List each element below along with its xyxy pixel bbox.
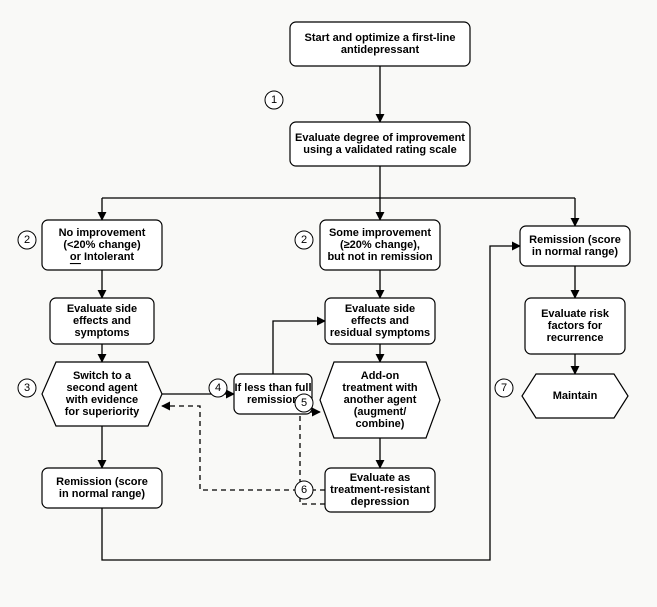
node-no_improve-line2: or Intolerant <box>70 251 135 263</box>
node-eval_side_l-line0: Evaluate side <box>67 303 137 315</box>
node-start: Start and optimize a first-lineantidepre… <box>290 22 470 66</box>
node-eval_side_m-line1: effects and <box>351 315 409 327</box>
node-addon-line1: treatment with <box>342 382 417 394</box>
node-remission_r-line1: in normal range) <box>532 246 619 258</box>
node-eval_side_m: Evaluate sideeffects andresidual symptom… <box>325 298 435 344</box>
step-circle-3-label: 3 <box>24 382 30 394</box>
node-less_full-line1: remission <box>247 394 299 406</box>
node-eval_risk-line1: factors for <box>548 320 603 332</box>
node-no_improve-line1: (<20% change) <box>63 239 141 251</box>
node-switch-line2: with evidence <box>65 394 138 406</box>
node-eval_trd-line2: depression <box>351 496 410 508</box>
node-addon-line3: (augment/ <box>354 406 407 418</box>
node-addon-line2: another agent <box>344 394 417 406</box>
step-circle-2: 2 <box>18 231 36 249</box>
step-circle-2: 2 <box>295 231 313 249</box>
node-remission_l-line0: Remission (score <box>56 476 148 488</box>
node-switch: Switch to asecond agentwith evidencefor … <box>42 362 162 426</box>
node-eval_side_m-line2: residual symptoms <box>330 327 430 339</box>
step-circle-2-label: 2 <box>24 234 30 246</box>
step-circle-1-label: 1 <box>271 94 277 106</box>
node-eval_risk-line0: Evaluate risk <box>541 308 610 320</box>
node-some_improve: Some improvement(≥20% change),but not in… <box>320 220 440 270</box>
step-circle-5: 5 <box>295 394 313 412</box>
step-circle-5-label: 5 <box>301 397 307 409</box>
step-circle-6: 6 <box>295 481 313 499</box>
node-eval_trd: Evaluate astreatment-resistantdepression <box>325 468 435 512</box>
node-start-line1: antidepressant <box>341 44 420 56</box>
node-switch-line1: second agent <box>67 382 138 394</box>
node-start-line0: Start and optimize a first-line <box>305 32 456 44</box>
node-evaluate-line0: Evaluate degree of improvement <box>295 132 465 144</box>
node-evaluate-line1: using a validated rating scale <box>303 144 456 156</box>
node-eval_risk-line2: recurrence <box>547 332 604 344</box>
step-circle-4: 4 <box>209 379 227 397</box>
node-no_improve: No improvement(<20% change)or Intolerant <box>42 220 162 270</box>
node-eval_trd-line1: treatment-resistant <box>330 484 430 496</box>
node-eval_side_l-line2: symptoms <box>74 327 129 339</box>
node-remission_l-line1: in normal range) <box>59 488 146 500</box>
node-eval_trd-line0: Evaluate as <box>350 472 411 484</box>
node-no_improve-line0: No improvement <box>59 227 146 239</box>
step-circle-6-label: 6 <box>301 484 307 496</box>
node-switch-line0: Switch to a <box>73 370 132 382</box>
node-eval_side_l: Evaluate sideeffects andsymptoms <box>50 298 154 344</box>
edge <box>273 321 325 374</box>
node-addon-line4: combine) <box>356 418 405 430</box>
node-maintain-line0: Maintain <box>553 390 598 402</box>
node-remission_r-line0: Remission (score <box>529 234 621 246</box>
step-circle-2-label: 2 <box>301 234 307 246</box>
node-eval_side_l-line1: effects and <box>73 315 131 327</box>
node-maintain: Maintain <box>522 374 628 418</box>
node-addon: Add-ontreatment withanother agent(augmen… <box>320 362 440 438</box>
node-evaluate: Evaluate degree of improvementusing a va… <box>290 122 470 166</box>
node-some_improve-line2: but not in remission <box>327 251 432 263</box>
node-eval_risk: Evaluate riskfactors forrecurrence <box>525 298 625 354</box>
node-less_full-line0: If less than full <box>234 382 311 394</box>
node-eval_side_m-line0: Evaluate side <box>345 303 415 315</box>
node-some_improve-line1: (≥20% change), <box>340 239 420 251</box>
node-some_improve-line0: Some improvement <box>329 227 431 239</box>
step-circle-1: 1 <box>265 91 283 109</box>
node-switch-line3: for superiority <box>65 406 140 418</box>
node-remission_r: Remission (scorein normal range) <box>520 226 630 266</box>
step-circle-7: 7 <box>495 379 513 397</box>
step-circle-4-label: 4 <box>215 382 221 394</box>
node-remission_l: Remission (scorein normal range) <box>42 468 162 508</box>
node-addon-line0: Add-on <box>361 370 400 382</box>
step-circle-7-label: 7 <box>501 382 507 394</box>
step-circle-3: 3 <box>18 379 36 397</box>
